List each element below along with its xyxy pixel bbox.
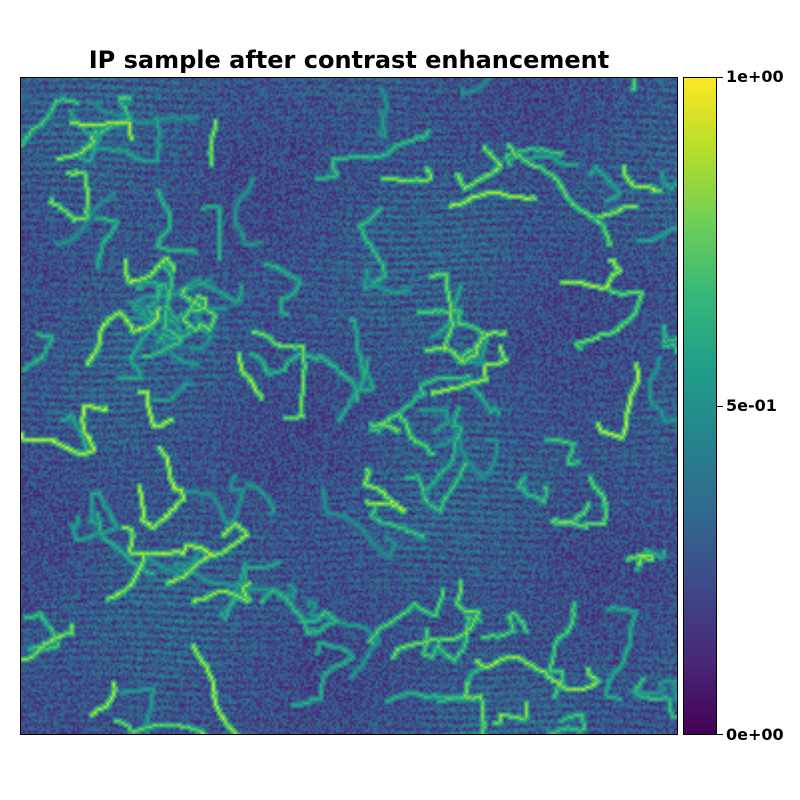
colorbar-tick-mid xyxy=(717,406,723,407)
colorbar-tick-max xyxy=(717,77,723,78)
figure-title: IP sample after contrast enhancement xyxy=(88,46,610,74)
colorbar-gradient xyxy=(684,78,716,734)
colorbar-tick-label-min: 0e+00 xyxy=(726,725,784,744)
colorbar-tick-label-max: 1e+00 xyxy=(726,67,784,86)
colorbar-tick-label-mid: 5e-01 xyxy=(726,396,777,415)
colorbar-tick-min xyxy=(717,734,723,735)
enhanced-ip-sample-image xyxy=(20,77,678,735)
colorbar xyxy=(683,77,717,735)
